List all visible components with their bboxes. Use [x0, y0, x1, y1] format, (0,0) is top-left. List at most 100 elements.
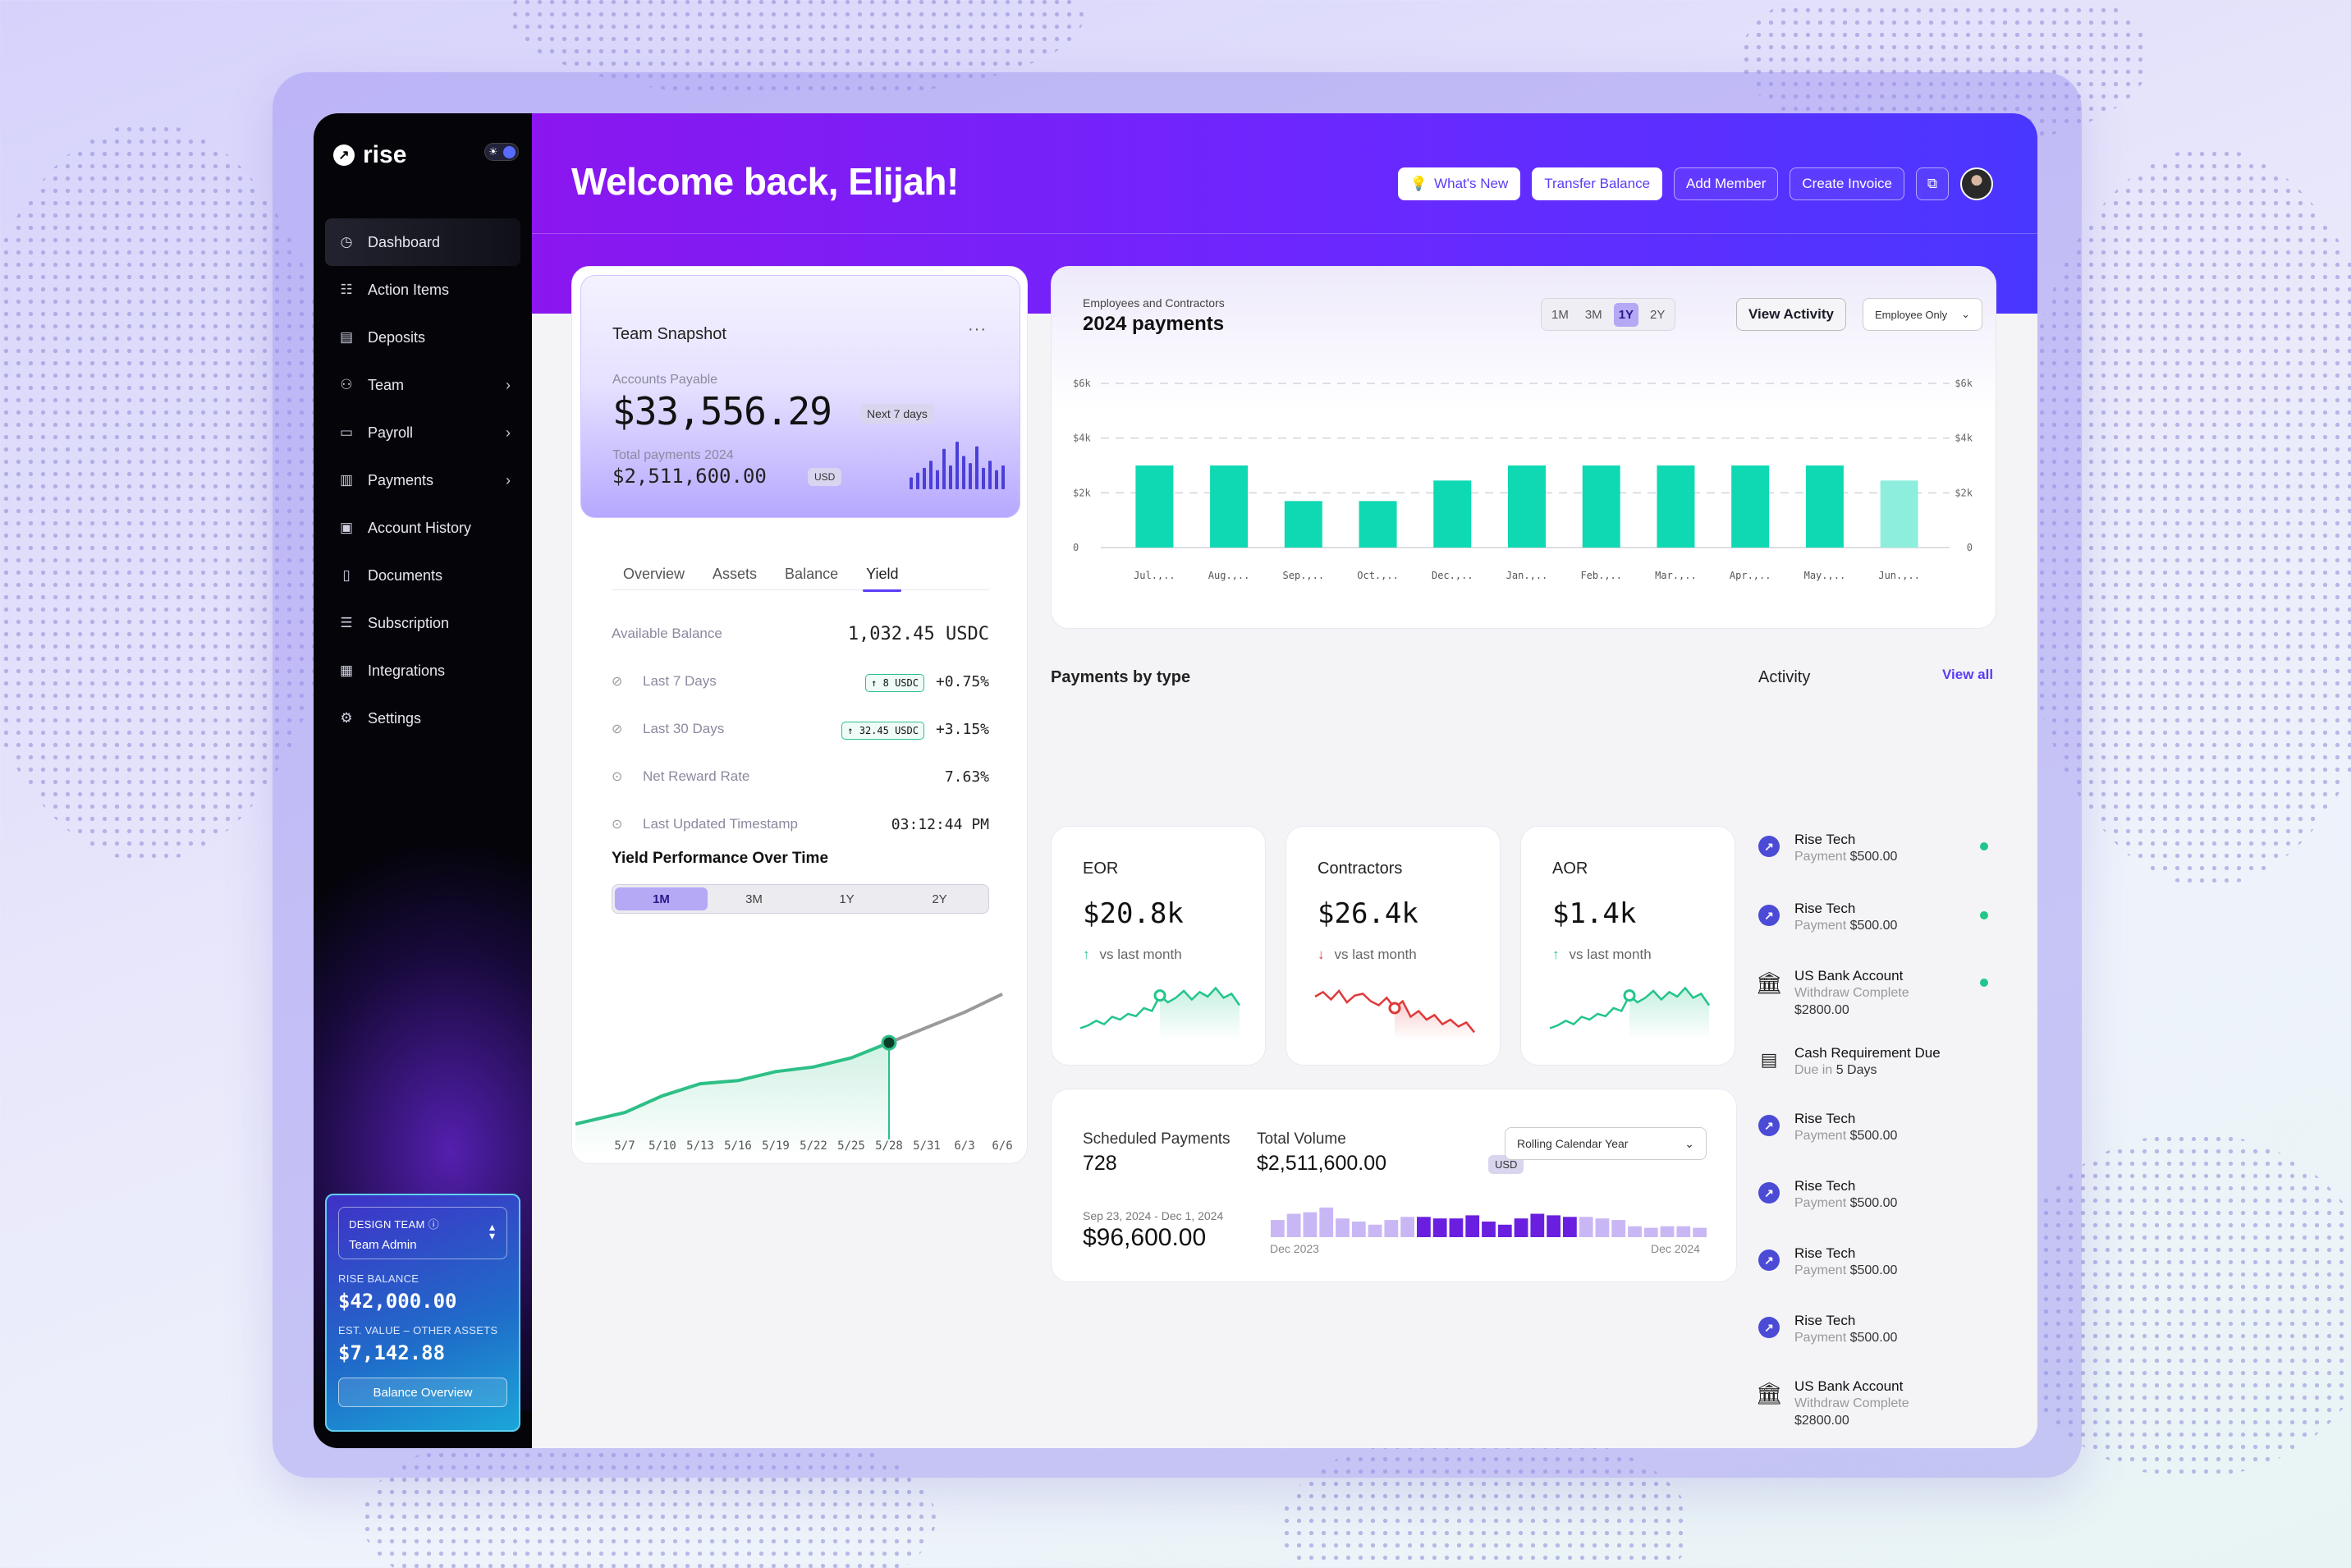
subscription-icon: ☰	[340, 615, 353, 630]
payment-type-card-contractors[interactable]: Contractors $26.4k ↓ vs last month	[1285, 826, 1501, 1066]
bar[interactable]	[1582, 465, 1620, 548]
bar[interactable]	[1433, 480, 1472, 548]
bar[interactable]	[1210, 465, 1249, 548]
range-1m[interactable]: 1M	[615, 887, 708, 910]
activity-item[interactable]: ↗ Rise Tech Payment $500.00	[1758, 900, 1996, 934]
sparkline	[1549, 986, 1710, 1040]
share-button[interactable]: ⧉	[1916, 167, 1949, 200]
sidebar-item-documents[interactable]: ▯ Documents	[325, 552, 520, 599]
add-member-button[interactable]: Add Member	[1674, 167, 1779, 200]
sidebar-item-integrations[interactable]: ▦ Integrations	[325, 647, 520, 695]
bar[interactable]	[1805, 465, 1844, 548]
activity-item[interactable]: 🏛 US Bank Account Withdraw Complete $2800.0…	[1756, 1378, 1996, 1429]
range-3m[interactable]: 3M	[745, 892, 763, 906]
bar[interactable]	[1508, 465, 1546, 548]
employee-filter-dropdown[interactable]: Employee Only ⌄	[1863, 298, 1982, 331]
activity-item[interactable]: ↗ Rise Tech Payment $500.00	[1758, 1312, 1996, 1346]
activity-item[interactable]: ↗ Rise Tech Payment $500.00	[1758, 831, 1996, 865]
trend-label: vs last month	[1334, 947, 1417, 962]
sidebar-nav: ◷ Dashboard ☷ Action Items ▤ Deposits ⚇ Team › ▭ P…	[325, 218, 520, 742]
bar[interactable]	[1657, 465, 1695, 548]
more-options-icon[interactable]: ···	[968, 320, 987, 338]
volume-bar	[1482, 1222, 1496, 1237]
range-1y[interactable]: 1Y	[839, 892, 855, 906]
tab-assets[interactable]: Assets	[713, 566, 758, 582]
mini-bar	[916, 472, 919, 489]
sidebar-item-payroll[interactable]: ▭ Payroll ›	[325, 409, 520, 456]
sidebar-item-settings[interactable]: ⚙ Settings	[325, 695, 520, 742]
volume-bar	[1351, 1222, 1366, 1237]
rise-balance-value: $42,000.00	[338, 1290, 457, 1313]
volume-bar	[1547, 1215, 1560, 1237]
tab-balance[interactable]: Balance	[785, 566, 839, 582]
sidebar-item-payments[interactable]: ▥ Payments ›	[325, 456, 520, 504]
sidebar-item-label: Payroll	[368, 424, 414, 441]
theme-toggle[interactable]: ☀	[484, 143, 519, 161]
range-3m[interactable]: 3M	[1584, 307, 1602, 322]
volume-bar	[1336, 1218, 1350, 1237]
whats-new-button[interactable]: 💡 What's New	[1397, 167, 1521, 200]
volume-bar	[1693, 1227, 1707, 1237]
logo[interactable]: ↗ rise	[333, 141, 406, 169]
yield-row-value: ↑ 32.45 USDC +3.15%	[841, 721, 989, 740]
bar[interactable]	[1731, 465, 1770, 548]
view-all-link[interactable]: View all	[1942, 667, 1994, 682]
scheduled-payments-label: Scheduled Payments	[1083, 1130, 1230, 1148]
activity-item[interactable]: ↗ Rise Tech Payment $500.00	[1758, 1245, 1996, 1279]
dashboard-icon: ◷	[340, 234, 353, 250]
sidebar-item-team[interactable]: ⚇ Team ›	[325, 361, 520, 409]
payment-type-card-aor[interactable]: AOR $1.4k ↑ vs last month	[1520, 826, 1735, 1066]
create-invoice-button[interactable]: Create Invoice	[1790, 167, 1904, 200]
transfer-balance-button[interactable]: Transfer Balance	[1532, 167, 1663, 200]
bar[interactable]	[1284, 501, 1322, 548]
x-tick-label: Jun.,..	[1878, 570, 1920, 581]
view-activity-button[interactable]: View Activity	[1736, 298, 1846, 331]
total-volume-label: Total Volume	[1257, 1130, 1346, 1148]
rise-logo-icon: ↗	[1758, 1249, 1780, 1271]
tab-overview[interactable]: Overview	[623, 566, 685, 582]
range-2y[interactable]: 2Y	[1650, 307, 1666, 322]
activity-item[interactable]: ↗ Rise Tech Payment $500.00	[1758, 1177, 1996, 1212]
sidebar-item-subscription[interactable]: ☰ Subscription	[325, 599, 520, 647]
range-1m[interactable]: 1M	[1551, 307, 1569, 322]
activity-item[interactable]: ↗ Rise Tech Payment $500.00	[1758, 1110, 1996, 1144]
volume-bar	[1611, 1220, 1626, 1237]
yield-row-number: 7.63%	[944, 768, 989, 786]
range-1y[interactable]: 1Y	[1613, 302, 1639, 327]
avatar[interactable]	[1960, 167, 1993, 200]
bar[interactable]	[1359, 501, 1397, 548]
sidebar-item-account-history[interactable]: ▣ Account History	[325, 504, 520, 552]
bar[interactable]	[1880, 480, 1918, 548]
range-2y[interactable]: 2Y	[932, 892, 947, 906]
highlight-point[interactable]	[881, 1034, 897, 1051]
rise-logo-icon: ↗	[1758, 1317, 1780, 1338]
team-selector[interactable]: DESIGN TEAM ⓘ Team Admin ▴ ▾	[338, 1207, 507, 1259]
tab-yield[interactable]: Yield	[863, 566, 902, 592]
team-balance-card: DESIGN TEAM ⓘ Team Admin ▴ ▾ RISE BALANCE…	[325, 1194, 520, 1432]
yield-row-label: Net Reward Rate	[643, 768, 750, 784]
activity-amount: $500.00	[1849, 919, 1898, 933]
balance-overview-button[interactable]: Balance Overview	[338, 1378, 507, 1407]
gear-icon: ⚙	[340, 710, 353, 726]
document-icon: ▯	[342, 567, 351, 583]
bank-icon: 🏛	[1755, 970, 1783, 995]
activity-item[interactable]: ▤ Cash Requirement Due Due in 5 Days	[1758, 1044, 1996, 1079]
activity-title: Rise Tech	[1794, 1111, 1856, 1126]
sidebar-item-deposits[interactable]: ▤ Deposits	[325, 314, 520, 361]
payment-type-card-eor[interactable]: EOR $20.8k ↑ vs last month	[1051, 826, 1266, 1066]
volume-bar	[1497, 1224, 1512, 1237]
mini-bar	[910, 477, 913, 489]
available-balance-label: Available Balance	[612, 626, 722, 641]
sidebar-item-action-items[interactable]: ☷ Action Items	[325, 266, 520, 314]
volume-bar	[1303, 1212, 1318, 1237]
chart-title: 2024 payments	[1083, 313, 1225, 335]
activity-subtitle: Payment $500.00	[1794, 1262, 1897, 1279]
chevron-right-icon: ›	[506, 424, 511, 441]
period-dropdown[interactable]: Rolling Calendar Year ⌄	[1505, 1127, 1707, 1160]
activity-item[interactable]: 🏛 US Bank Account Withdraw Complete $2800.0…	[1755, 967, 1996, 1019]
rise-logo-icon: ↗	[1758, 1115, 1780, 1136]
sidebar-item-dashboard[interactable]: ◷ Dashboard	[325, 218, 520, 266]
bar[interactable]	[1135, 465, 1174, 548]
header-divider	[532, 233, 2037, 234]
payments-icon: ▥	[339, 472, 354, 488]
